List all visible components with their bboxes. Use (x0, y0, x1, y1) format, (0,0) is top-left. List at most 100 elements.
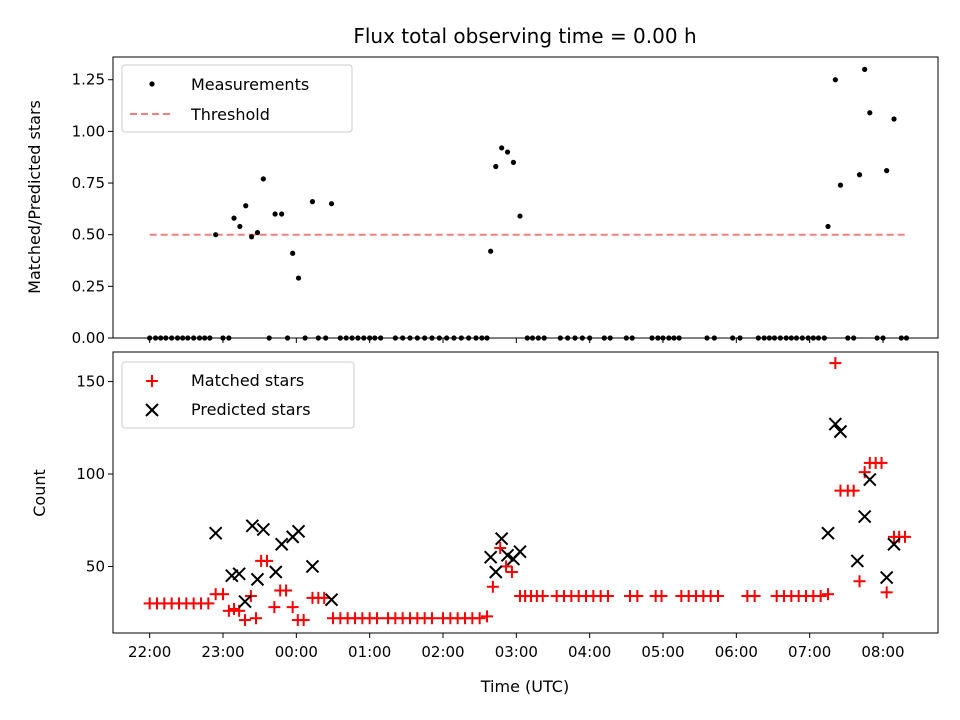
measurement-point (436, 335, 442, 341)
predicted-star-point (256, 522, 271, 537)
measurement-point (466, 335, 472, 341)
predicted-star-point (500, 548, 515, 563)
measurement-point (755, 335, 761, 341)
measurement-point (851, 335, 857, 341)
measurement-point (429, 335, 435, 341)
measurement-point (349, 335, 355, 341)
bottom-y-axis-label: Count (30, 469, 49, 517)
matched-star-point (847, 484, 860, 497)
measurement-point (810, 335, 816, 341)
measurement-point (202, 335, 208, 341)
bottom-x-ticks: 22:00 23:00 00:00 01:00 02:00 03:00 04:00 05:00… (128, 633, 905, 661)
measurement-point (367, 335, 373, 341)
top-y-tick-label: 1.25 (72, 71, 105, 89)
measurement-point (660, 335, 666, 341)
top-legend: Measurements Threshold (121, 64, 353, 133)
x-tick-label: 00:00 (275, 643, 318, 661)
measurement-point (655, 335, 661, 341)
measurement-point (884, 168, 890, 174)
matched-star-point (481, 610, 493, 623)
predicted-star-point (857, 509, 872, 524)
matched-star-point (371, 612, 383, 625)
measurement-point (226, 335, 232, 341)
measurement-point (793, 335, 800, 341)
matched-star-point (486, 580, 499, 593)
measurement-point (343, 335, 349, 341)
top-y-tick-label: 0.25 (72, 277, 105, 295)
bottom-y-tick-label: 100 (76, 465, 105, 483)
matched-star-point (426, 612, 438, 625)
predicted-star-point (863, 472, 877, 487)
matched-star-point (280, 584, 293, 597)
measurement-point (557, 335, 563, 341)
x-tick-label: 22:00 (128, 643, 171, 661)
measurement-point (484, 335, 490, 341)
top-panel: 0.00 0.25 0.50 0.75 1.00 1.25 Matched/Predict… (25, 56, 939, 347)
measurement-point (231, 215, 237, 221)
measurement-point (337, 335, 343, 341)
chart-title: Flux total observing time = 0.00 h (353, 24, 696, 48)
measurement-point (295, 275, 302, 281)
measurement-point (898, 335, 904, 341)
legend-measurements-marker (149, 81, 155, 87)
measurement-point (649, 335, 655, 341)
measurement-point (805, 335, 811, 341)
legend-predicted-marker (145, 403, 159, 417)
measurement-point (541, 335, 547, 341)
measurement-point (444, 335, 450, 341)
measurement-point (704, 335, 710, 341)
measurement-point (290, 250, 296, 256)
measurement-point (279, 211, 285, 217)
predicted-star-point (483, 550, 498, 564)
measurement-point (422, 335, 428, 341)
predicted-star-point (821, 526, 835, 540)
measurement-point (761, 335, 767, 341)
legend-measurements-label: Measurements (191, 75, 309, 94)
measurement-point (220, 335, 226, 341)
measurement-point (711, 335, 717, 341)
matched-star-point (655, 590, 668, 603)
matched-star-point (261, 554, 273, 567)
measurement-point (169, 335, 175, 341)
measurement-point (874, 335, 880, 341)
measurement-point (799, 335, 805, 341)
matched-star-point (268, 601, 281, 614)
matched-star-point (858, 466, 871, 479)
predicted-star-point (305, 559, 320, 574)
measurement-point (355, 335, 361, 341)
x-tick-label: 01:00 (348, 643, 391, 661)
matched-star-point (202, 597, 215, 610)
measurement-point (867, 110, 873, 116)
predicted-star-point (208, 526, 223, 540)
predicted-star-point (324, 593, 339, 607)
predicted-star-point (494, 532, 509, 546)
matched-star-point (318, 591, 331, 604)
matched-star-point (473, 612, 486, 625)
predicted-star-point (232, 567, 246, 581)
predicted-star-point (291, 524, 306, 539)
measurement-point (903, 335, 910, 341)
legend-matched-marker (146, 375, 158, 387)
measurement-point (676, 335, 682, 341)
measurement-point (777, 335, 783, 341)
predicted-star-point (513, 544, 527, 559)
measurement-point (579, 335, 585, 341)
measurement-point (163, 335, 169, 341)
measurement-point (451, 335, 457, 341)
predicted-star-point (274, 537, 289, 551)
bottom-legend: Matched stars Predicted stars (121, 361, 355, 429)
matched-star-point (748, 590, 761, 603)
x-tick-label: 23:00 (201, 643, 244, 661)
measurement-point (249, 234, 255, 240)
matched-star-point (853, 575, 866, 588)
x-tick-label: 06:00 (715, 643, 758, 661)
predicted-star-point (238, 594, 252, 609)
measurement-point (837, 182, 844, 188)
matched-star-point (536, 590, 549, 603)
measurement-point (510, 159, 516, 165)
measurement-point (458, 335, 464, 341)
matched-star-point (297, 614, 310, 627)
bottom-data-marks (143, 357, 911, 627)
x-tick-label: 04:00 (568, 643, 611, 661)
